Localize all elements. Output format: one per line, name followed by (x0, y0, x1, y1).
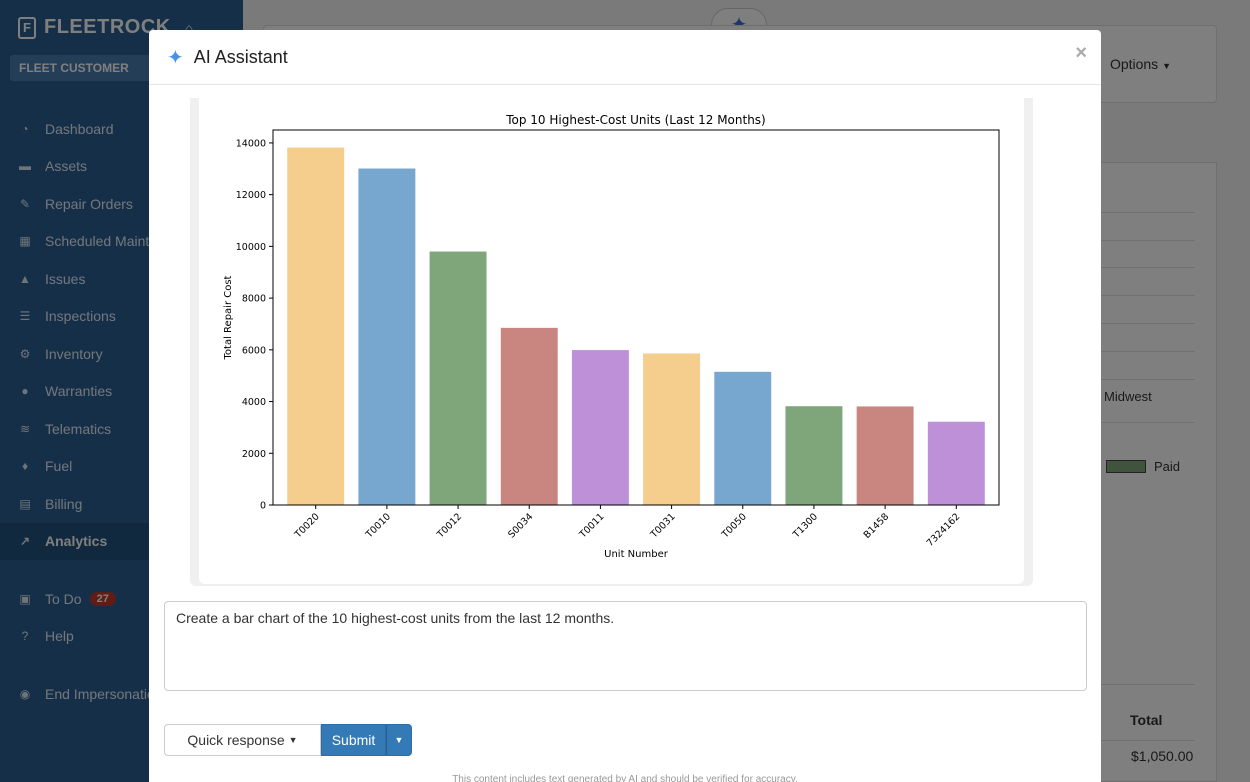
prompt-input[interactable]: Create a bar chart of the 10 highest-cos… (164, 601, 1087, 691)
bar-t0012 (429, 251, 487, 505)
x-tick-label: S0034 (506, 511, 535, 540)
bar-chart: T0020 T0010 T0012 S0034 T0011 T0031 T0050 T1300… (223, 113, 1000, 560)
bar-t0020 (287, 147, 345, 505)
y-tick-label: 6000 (242, 345, 266, 356)
bar-7324162 (927, 421, 985, 505)
modal-header: ✦ AI Assistant (149, 30, 1101, 85)
bar-t1300 (785, 406, 843, 505)
x-tick-label: T0011 (577, 511, 607, 541)
y-tick-label: 4000 (242, 397, 266, 408)
x-tick-label: T0020 (292, 511, 322, 541)
chart-container: T0020 T0010 T0012 S0034 T0011 T0031 T0050 T1300… (190, 98, 1033, 586)
x-tick-label: T0031 (648, 511, 678, 541)
bar-t0031 (643, 353, 701, 505)
y-tick-label: 14000 (236, 138, 266, 149)
bar-t0050 (714, 371, 772, 505)
ai-assistant-modal: ✦ AI Assistant × T0020 T0010 T0012 S0034 T00… (149, 30, 1101, 782)
x-axis-label: Unit Number (604, 549, 669, 560)
y-tick-label: 10000 (236, 242, 266, 253)
bar-b1458 (856, 406, 914, 505)
submit-button[interactable]: Submit (321, 724, 386, 756)
chart-title: Top 10 Highest-Cost Units (Last 12 Month… (505, 113, 766, 127)
quick-response-label: Quick response (187, 732, 285, 748)
x-tick-label: T0010 (363, 511, 393, 541)
action-buttons: Quick response ▼ Submit ▼ (164, 724, 412, 756)
submit-options-dropdown[interactable]: ▼ (386, 724, 412, 756)
ai-disclaimer: This content includes text generated by … (452, 774, 798, 782)
caret-down-icon: ▼ (394, 735, 404, 745)
y-tick-label: 2000 (242, 449, 266, 460)
bar-s0034 (500, 327, 558, 505)
x-tick-label: T1300 (790, 511, 820, 541)
x-tick-label: B1458 (862, 511, 891, 540)
chart-card: T0020 T0010 T0012 S0034 T0011 T0031 T0050 T1300… (199, 98, 1024, 584)
bar-t0011 (571, 350, 629, 505)
y-tick-label: 12000 (236, 190, 266, 201)
bar-t0010 (358, 168, 416, 505)
x-tick-label: 7324162 (925, 511, 963, 549)
x-tick-label: T0050 (719, 511, 749, 541)
modal-title: AI Assistant (193, 46, 288, 67)
caret-down-icon: ▼ (288, 735, 298, 745)
x-tick-label: T0012 (434, 511, 464, 541)
close-icon[interactable]: × (1075, 42, 1087, 64)
y-axis-label: Total Repair Cost (223, 275, 234, 360)
plot-frame (272, 129, 1000, 506)
sparkle-icon: ✦ (167, 46, 184, 69)
chart-marks (287, 147, 985, 505)
quick-response-button[interactable]: Quick response ▼ (164, 724, 321, 756)
y-tick-label: 0 (260, 501, 266, 512)
y-tick-label: 8000 (242, 294, 266, 305)
